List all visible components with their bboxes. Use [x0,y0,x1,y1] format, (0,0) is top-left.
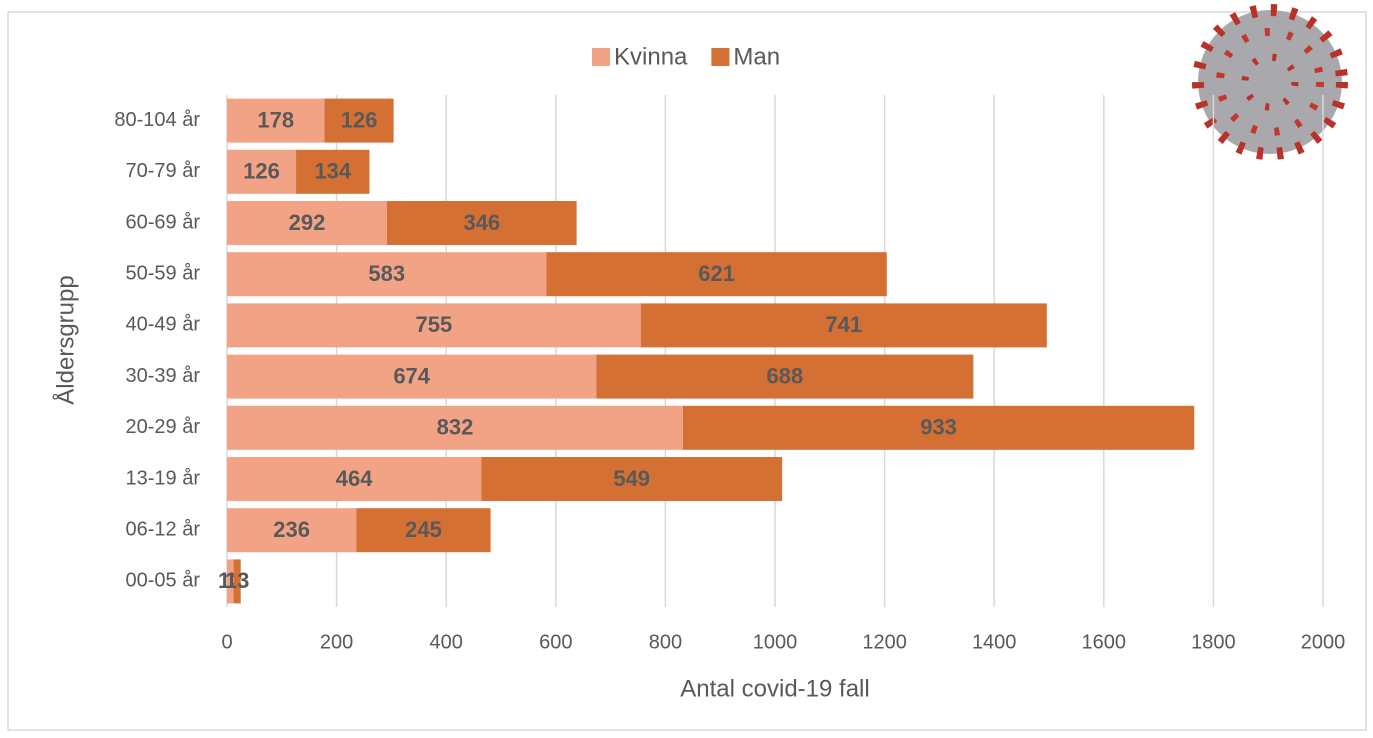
bar-segment [324,98,394,143]
bar-segment [227,559,234,604]
data-label: 245 [405,517,442,542]
x-tick-label: 600 [539,631,572,653]
data-label: 583 [368,261,405,286]
x-tick-label: 1800 [1191,631,1236,653]
bar-segment [546,252,887,297]
x-tick-label: 1400 [972,631,1017,653]
bar-segment [227,252,547,297]
bar-segment [296,149,370,194]
bar-segment [387,201,577,245]
bar-segment [356,508,491,553]
x-tick-label: 200 [320,631,353,653]
bar-segment [227,98,325,143]
legend-label: Man [733,43,780,70]
data-label: 178 [257,107,294,132]
y-tick-label: 00-05 år [126,570,201,592]
x-tick-label: 1200 [862,631,907,653]
data-label: 688 [767,363,804,388]
bar-segment [227,303,641,348]
bar-segment [233,559,241,604]
y-tick-label: 40-49 år [126,314,201,336]
data-label: 621 [698,261,735,286]
x-tick-label: 1600 [1082,631,1127,653]
x-tick-label: 800 [649,631,682,653]
legend-label: Kvinna [614,43,688,70]
data-label: 674 [393,363,430,388]
bar-segment [481,457,783,501]
x-tick-label: 0 [221,631,232,653]
virus-spikes-inner [1216,28,1324,136]
data-label: 933 [920,415,957,440]
x-tick-label: 2000 [1301,631,1346,653]
data-label: 13 [225,568,249,593]
data-label: 134 [314,159,351,184]
y-tick-label: 13-19 år [126,467,201,489]
data-label: 832 [437,415,474,440]
bar-segment [640,303,1047,348]
virus-spikes [1192,4,1348,160]
x-axis-title: Antal covid-19 fall [680,675,869,702]
data-label: 346 [463,210,500,235]
y-tick-label: 70-79 år [126,160,201,182]
data-label: 464 [336,466,373,491]
data-label: 292 [289,210,326,235]
bar-segment [682,405,1195,450]
data-label: 126 [341,107,378,132]
data-label: 236 [273,517,310,542]
bar-segment [596,354,974,399]
bar-segment [227,457,482,501]
data-label: 549 [613,466,650,491]
data-label: 741 [825,312,862,337]
y-axis-title: Åldersgrupp [51,275,79,404]
y-tick-label: 80-104 år [114,109,200,131]
x-tick-label: 400 [430,631,463,653]
y-tick-label: 50-59 år [126,262,201,284]
bar-segment [227,405,683,450]
bar-segment [227,201,388,245]
legend-swatch [711,48,730,66]
y-tick-label: 60-69 år [126,211,201,233]
data-label: 126 [243,159,280,184]
data-label: 755 [416,312,453,337]
y-tick-label: 30-39 år [126,365,201,387]
bar-segment [227,149,297,194]
bar-segment [227,354,597,399]
y-tick-label: 06-12 år [126,518,201,540]
y-tick-label: 20-29 år [126,416,201,438]
x-tick-label: 1000 [753,631,798,653]
legend-swatch [592,48,610,66]
bar-segment [227,508,357,553]
virus-image [1192,4,1348,160]
virus-spikes-core [1241,53,1299,111]
